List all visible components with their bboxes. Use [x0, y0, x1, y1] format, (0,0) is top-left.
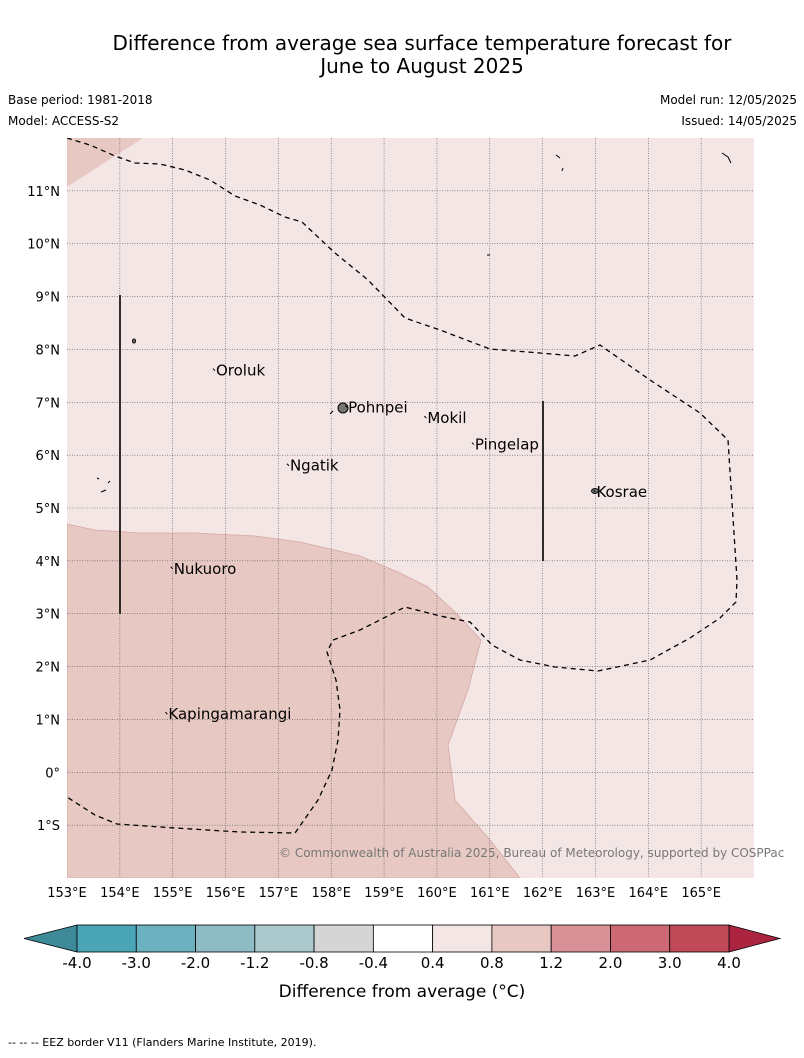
copyright-notice: © Commonwealth of Australia 2025, Bureau…	[279, 846, 784, 860]
place-label-kapingamarangi: Kapingamarangi	[168, 705, 291, 723]
eez-border	[67, 138, 738, 834]
small-islet	[329, 410, 334, 415]
longitude-tick-label: 153°E	[47, 886, 87, 901]
place-label-nukuoro: Nukuoro	[174, 560, 237, 578]
colorbar-segment	[372, 924, 434, 953]
small-islet	[96, 477, 111, 493]
chart-title: Difference from average sea surface temp…	[40, 32, 804, 78]
place-label-oroluk: Oroluk	[216, 362, 265, 380]
colorbar-under-arrow	[23, 924, 78, 953]
colorbar-segment	[313, 924, 374, 953]
colorbar-tick-label: -1.2	[240, 954, 269, 972]
longitude-tick-label: 158°E	[311, 886, 351, 901]
colorbar: -4.0 -3.0 -2.0 -1.2 -0.8 -0.4 0.4 0.8 1.2 2.0 3.0 4…	[23, 924, 782, 972]
title-line-2: June to August 2025	[320, 54, 524, 78]
colorbar-tick-label: 2.0	[599, 954, 623, 972]
longitude-tick-label: 154°E	[100, 886, 140, 901]
colorbar-segment	[669, 924, 730, 953]
longitude-tick-label: 156°E	[206, 886, 246, 901]
colorbar-segment	[195, 924, 256, 953]
colorbar-tick-label: -0.8	[299, 954, 328, 972]
colorbar-segment	[76, 924, 137, 953]
latitude-tick-label: 8°N	[36, 343, 61, 358]
latitude-tick-label: 4°N	[36, 555, 61, 570]
latitude-labels: 11°N 10°N 9°N 8°N 7°N 6°N 5°N 4°N 3°N 2°N 1°N 0° 1°S	[27, 185, 60, 834]
colorbar-tick-label: -4.0	[62, 954, 91, 972]
colorbar-tick-label: 4.0	[717, 954, 741, 972]
colorbar-tick-label: -0.4	[359, 954, 388, 972]
colorbar-tick-label: 3.0	[658, 954, 682, 972]
title-line-1: Difference from average sea surface temp…	[112, 31, 732, 55]
place-label-ngatik: Ngatik	[290, 457, 339, 475]
eez-border-north	[67, 138, 738, 834]
latitude-tick-label: 5°N	[36, 502, 61, 517]
place-marker	[286, 463, 290, 467]
footer-note: -- -- -- EEZ border V11 (Flanders Marine…	[8, 1036, 317, 1049]
place-marker	[424, 415, 427, 419]
model-name: Model: ACCESS-S2	[8, 114, 120, 128]
place-marker	[212, 368, 216, 371]
islands	[96, 152, 732, 494]
colorbar-over-arrow	[728, 924, 782, 953]
warm-anomaly-region-south	[67, 523, 521, 878]
pohnpei-island	[337, 402, 349, 414]
place-marker	[471, 442, 475, 445]
colorbar-segment	[135, 924, 196, 953]
ant-atoll	[132, 338, 136, 344]
latitude-tick-label: 2°N	[36, 661, 61, 676]
place-label-pingelap: Pingelap	[475, 436, 539, 454]
latitude-tick-label: 3°N	[36, 608, 61, 623]
place-label-mokil: Mokil	[427, 409, 466, 427]
place-label-pohnpei: Pohnpei	[348, 399, 408, 417]
latitude-tick-label: 7°N	[36, 396, 61, 411]
issued-date: Issued: 14/05/2025	[681, 114, 797, 128]
place-marker	[165, 711, 168, 715]
colorbar-label: Difference from average (°C)	[279, 982, 526, 1002]
longitude-labels: 153°E 154°E 155°E 156°E 157°E 158°E 159°E 160°E…	[47, 886, 721, 901]
longitude-tick-label: 164°E	[629, 886, 669, 901]
colorbar-tick-label: 0.8	[480, 954, 504, 972]
colorbar-segment	[432, 924, 493, 953]
latitude-tick-label: 1°S	[37, 819, 60, 834]
place-marker	[170, 566, 174, 570]
colorbar-tick-label: 0.4	[421, 954, 445, 972]
small-islet	[555, 154, 564, 172]
warm-anomaly-region-north	[67, 138, 143, 187]
longitude-tick-label: 161°E	[470, 886, 510, 901]
colorbar-tick-label: -2.0	[181, 954, 210, 972]
small-islet	[721, 152, 732, 164]
colorbar-segment	[254, 924, 315, 953]
colorbar-segment	[491, 924, 552, 953]
longitude-tick-label: 155°E	[153, 886, 193, 901]
longitude-tick-label: 160°E	[417, 886, 457, 901]
latitude-tick-label: 6°N	[36, 449, 61, 464]
latitude-tick-label: 11°N	[27, 185, 60, 200]
place-marker	[344, 405, 348, 408]
longitude-tick-label: 163°E	[576, 886, 616, 901]
latitude-tick-label: 1°N	[36, 713, 61, 728]
place-marker	[593, 489, 596, 493]
base-period: Base period: 1981-2018	[8, 93, 153, 107]
longitude-tick-label: 165°E	[681, 886, 721, 901]
colorbar-segment	[550, 924, 611, 953]
longitude-tick-label: 159°E	[364, 886, 404, 901]
latitude-tick-label: 9°N	[36, 291, 61, 306]
longitude-tick-label: 157°E	[259, 886, 299, 901]
place-labels: Oroluk Pohnpei Mokil Pingelap Ngatik Kosrae Nu…	[165, 362, 647, 723]
colorbar-segment	[610, 924, 671, 953]
longitude-tick-label: 162°E	[523, 886, 563, 901]
place-label-kosrae: Kosrae	[596, 483, 647, 501]
latitude-tick-label: 10°N	[27, 238, 60, 253]
model-run: Model run: 12/05/2025	[659, 93, 797, 107]
colorbar-tick-label: -3.0	[122, 954, 151, 972]
colorbar-tick-label: 1.2	[539, 954, 563, 972]
latitude-tick-label: 0°	[45, 766, 60, 781]
